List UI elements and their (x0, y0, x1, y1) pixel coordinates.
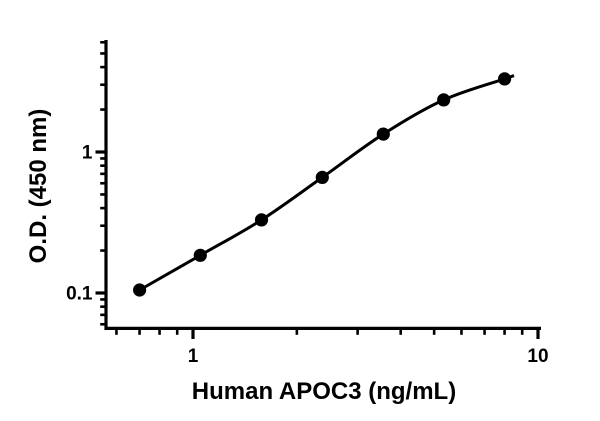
data-point-marker (254, 213, 269, 227)
data-point-marker (133, 283, 147, 297)
x-axis-title: Human APOC3 (ng/mL) (192, 378, 456, 405)
x-tick-label: 10 (527, 346, 548, 367)
y-tick-label: 1 (82, 143, 93, 164)
axes-frame (104, 40, 541, 330)
x-tick-label: 1 (188, 346, 199, 367)
data-point-marker (437, 93, 451, 107)
y-tick-label: 0.1 (66, 284, 93, 305)
data-point-marker (376, 127, 390, 141)
y-axis-ticks: 10.1 (66, 40, 106, 326)
data-point-marker (193, 248, 207, 262)
y-axis-title: O.D. (450 nm) (25, 109, 52, 264)
data-point-marker (498, 72, 512, 86)
data-points (133, 72, 512, 297)
x-axis-ticks: 1 10 (115, 328, 549, 367)
data-point-marker (315, 170, 329, 184)
